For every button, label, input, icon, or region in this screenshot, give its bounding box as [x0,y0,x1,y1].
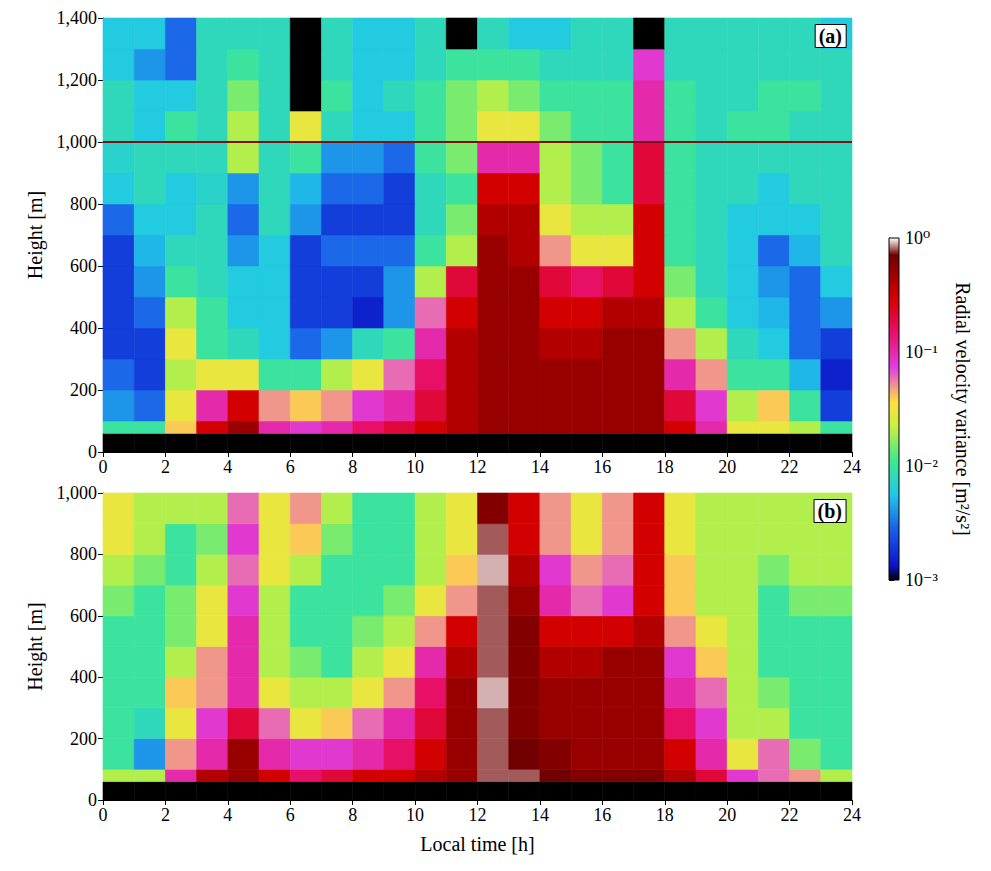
svg-text:0: 0 [88,790,97,810]
svg-text:12: 12 [469,805,487,825]
svg-text:24: 24 [843,805,861,825]
svg-text:1,400: 1,400 [57,8,98,28]
svg-text:400: 400 [70,667,97,687]
svg-text:14: 14 [531,457,549,477]
svg-text:20: 20 [718,805,736,825]
svg-text:400: 400 [70,318,97,338]
svg-text:8: 8 [348,457,357,477]
svg-text:10: 10 [406,457,424,477]
svg-text:Height [m]: Height [m] [24,191,47,279]
svg-text:18: 18 [656,805,674,825]
svg-text:2: 2 [161,805,170,825]
svg-text:22: 22 [781,805,799,825]
svg-text:1,000: 1,000 [57,132,98,152]
svg-text:Local time [h]: Local time [h] [420,833,534,855]
svg-text:20: 20 [718,457,736,477]
svg-text:10⁰: 10⁰ [905,228,930,248]
svg-text:6: 6 [286,805,295,825]
svg-text:200: 200 [70,729,97,749]
svg-text:10⁻³: 10⁻³ [905,570,939,590]
svg-text:24: 24 [843,457,861,477]
svg-text:16: 16 [593,805,611,825]
svg-text:22: 22 [781,457,799,477]
svg-text:8: 8 [348,805,357,825]
svg-text:4: 4 [223,457,232,477]
svg-text:2: 2 [161,457,170,477]
svg-text:6: 6 [286,457,295,477]
svg-text:800: 800 [70,194,97,214]
svg-text:12: 12 [469,457,487,477]
svg-text:4: 4 [223,805,232,825]
svg-text:1,200: 1,200 [57,70,98,90]
svg-text:(b): (b) [818,500,842,523]
svg-text:200: 200 [70,380,97,400]
svg-text:600: 600 [70,256,97,276]
svg-text:14: 14 [531,805,549,825]
svg-text:10⁻¹: 10⁻¹ [905,342,938,362]
svg-text:(a): (a) [819,25,842,48]
svg-text:600: 600 [70,606,97,626]
svg-text:10⁻²: 10⁻² [905,456,938,476]
svg-text:0: 0 [88,442,97,462]
svg-text:10: 10 [406,805,424,825]
svg-text:0: 0 [99,457,108,477]
svg-text:Height [m]: Height [m] [24,602,47,690]
svg-text:16: 16 [593,457,611,477]
svg-text:18: 18 [656,457,674,477]
svg-text:1,000: 1,000 [57,483,98,503]
svg-text:Radial velocity variance [m²/s: Radial velocity variance [m²/s²] [951,282,974,536]
svg-text:0: 0 [99,805,108,825]
svg-text:800: 800 [70,544,97,564]
